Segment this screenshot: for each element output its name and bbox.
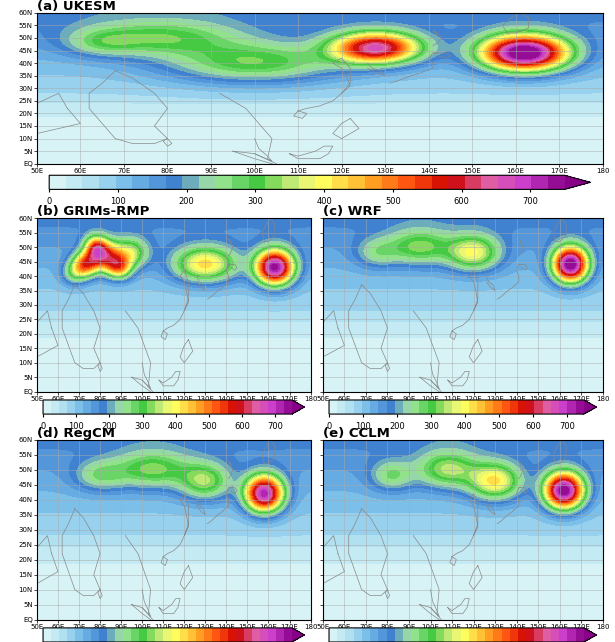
PathPatch shape: [292, 628, 304, 642]
PathPatch shape: [584, 400, 597, 414]
Text: (e) CCLM: (e) CCLM: [323, 427, 390, 440]
Text: (c) WRF: (c) WRF: [323, 205, 382, 218]
PathPatch shape: [292, 400, 304, 414]
PathPatch shape: [565, 175, 590, 189]
Text: (a) UKESM: (a) UKESM: [37, 0, 116, 13]
Text: (b) GRIMs-RMP: (b) GRIMs-RMP: [37, 205, 149, 218]
Text: (d) RegCM: (d) RegCM: [37, 427, 115, 440]
PathPatch shape: [584, 628, 597, 642]
